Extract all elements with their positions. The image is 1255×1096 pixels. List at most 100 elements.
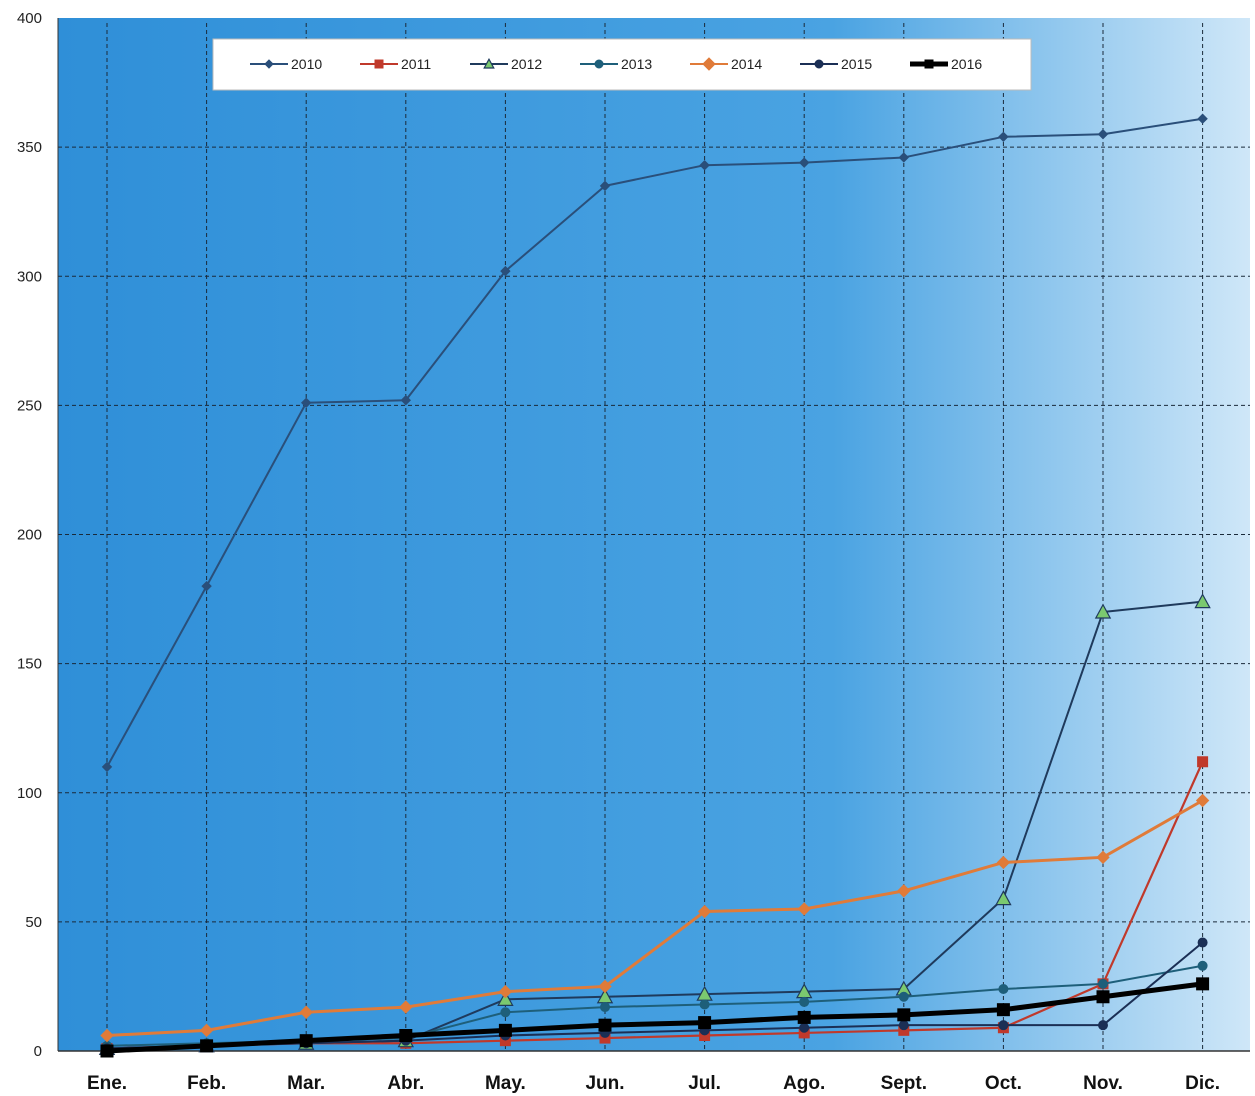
x-axis: Ene. Feb. Mar. Abr. May. Jun. Jul. Ago. Sept. Oct… bbox=[58, 1050, 1250, 1094]
data-point-2014 bbox=[100, 1028, 114, 1043]
y-tick-label: 150 bbox=[17, 656, 42, 673]
x-tick-label: Ene. bbox=[87, 1073, 127, 1094]
data-point-2013 bbox=[600, 1002, 610, 1013]
data-point-2013 bbox=[1098, 978, 1108, 989]
series-2016 bbox=[100, 977, 1210, 1058]
x-tick-label: Ago. bbox=[783, 1073, 825, 1094]
data-point-2013 bbox=[500, 1007, 511, 1018]
data-point-2016 bbox=[698, 1016, 712, 1030]
data-point-2013 bbox=[699, 999, 710, 1010]
data-point-2016 bbox=[299, 1034, 313, 1048]
series-line-2010 bbox=[106, 117, 1203, 768]
data-point-2015 bbox=[998, 1020, 1009, 1031]
data-point-2014 bbox=[1096, 850, 1110, 865]
data-point-2013 bbox=[799, 996, 810, 1007]
data-point-2015 bbox=[1098, 1020, 1108, 1031]
legend-marker bbox=[814, 59, 824, 69]
data-point-2016 bbox=[797, 1010, 811, 1024]
data-point-2016 bbox=[897, 1008, 911, 1022]
data-point-2010 bbox=[599, 180, 611, 192]
legend-label: 2015 bbox=[841, 56, 872, 72]
legend-marker bbox=[483, 57, 495, 69]
data-point-2010 bbox=[1097, 129, 1109, 140]
legend-marker bbox=[374, 59, 384, 69]
data-point-2013 bbox=[998, 984, 1009, 995]
data-point-2010 bbox=[898, 152, 910, 163]
data-point-2016 bbox=[598, 1018, 612, 1032]
data-point-2012 bbox=[995, 890, 1012, 906]
data-point-2010 bbox=[201, 580, 212, 592]
legend-box bbox=[212, 38, 1032, 91]
x-tick-label: Abr. bbox=[387, 1073, 424, 1094]
data-point-2016 bbox=[200, 1039, 214, 1053]
series-lines bbox=[98, 113, 1211, 1058]
legend-label: 2010 bbox=[291, 56, 322, 72]
y-tick-label: 0 bbox=[34, 1043, 42, 1060]
data-point-2013 bbox=[898, 991, 909, 1002]
data-point-2014 bbox=[399, 1000, 413, 1014]
series-line-2014 bbox=[106, 799, 1204, 1038]
data-point-2012 bbox=[497, 990, 514, 1006]
data-point-2016 bbox=[498, 1023, 512, 1037]
data-point-2015 bbox=[799, 1022, 810, 1033]
series-2010 bbox=[101, 113, 1208, 773]
data-point-2016 bbox=[1096, 990, 1110, 1004]
series-line-2016 bbox=[106, 981, 1203, 1054]
legend-marker bbox=[594, 59, 604, 69]
data-point-2014 bbox=[498, 984, 513, 999]
data-point-2014 bbox=[1195, 793, 1210, 808]
x-tick-label: May. bbox=[485, 1073, 526, 1094]
x-tick-label: Feb. bbox=[187, 1073, 226, 1094]
y-tick-label: 250 bbox=[17, 397, 42, 414]
legend-label: 2014 bbox=[731, 56, 762, 72]
y-tick-label: 400 bbox=[17, 10, 42, 27]
legend-label: 2012 bbox=[511, 56, 542, 72]
legend-marker bbox=[924, 59, 934, 69]
data-point-2010 bbox=[998, 131, 1009, 143]
data-point-2014 bbox=[199, 1023, 214, 1038]
data-point-2010 bbox=[101, 761, 113, 773]
data-point-2014 bbox=[897, 884, 911, 898]
data-point-2010 bbox=[500, 265, 511, 277]
data-point-2012 bbox=[1094, 603, 1112, 619]
data-point-2014 bbox=[996, 855, 1011, 870]
grid-lines bbox=[58, 23, 1250, 1051]
data-point-2010 bbox=[798, 157, 810, 168]
data-point-2010 bbox=[1197, 113, 1208, 124]
y-tick-label: 50 bbox=[25, 914, 42, 931]
data-point-2013 bbox=[1197, 960, 1208, 971]
data-point-2016 bbox=[399, 1029, 413, 1043]
x-tick-label: Mar. bbox=[287, 1073, 325, 1094]
series-2014 bbox=[100, 793, 1210, 1043]
data-point-2016 bbox=[1196, 977, 1210, 991]
data-point-2015 bbox=[1197, 937, 1208, 948]
x-tick-label: Jul. bbox=[688, 1073, 721, 1094]
data-point-2016 bbox=[996, 1003, 1010, 1017]
y-axis: 0 50 100 150 200 250 300 350 400 bbox=[17, 10, 59, 1060]
legend: 2010 2011 2012 2013 2014 2015 2016 bbox=[212, 38, 1032, 91]
x-tick-label: Oct. bbox=[985, 1073, 1022, 1094]
data-point-2010 bbox=[400, 395, 412, 406]
y-tick-label: 300 bbox=[17, 268, 42, 285]
x-tick-label: Dic. bbox=[1185, 1073, 1220, 1094]
data-point-2011 bbox=[1197, 756, 1209, 768]
data-point-2014 bbox=[299, 1005, 313, 1019]
data-point-2012 bbox=[1194, 593, 1211, 609]
data-point-2014 bbox=[797, 902, 811, 916]
data-point-2010 bbox=[699, 159, 710, 171]
y-tick-label: 200 bbox=[17, 527, 42, 544]
y-tick-label: 100 bbox=[17, 785, 42, 802]
data-point-2010 bbox=[300, 397, 312, 408]
data-point-2014 bbox=[598, 979, 612, 994]
data-point-2015 bbox=[898, 1020, 909, 1031]
x-tick-label: Nov. bbox=[1083, 1073, 1123, 1094]
legend-marker bbox=[702, 57, 716, 71]
legend-label: 2011 bbox=[401, 56, 431, 72]
legend-label: 2016 bbox=[951, 56, 982, 72]
data-point-2016 bbox=[100, 1044, 114, 1058]
data-point-2014 bbox=[697, 904, 712, 919]
legend-marker bbox=[264, 59, 274, 69]
x-tick-label: Jun. bbox=[585, 1073, 624, 1094]
x-tick-label: Sept. bbox=[881, 1073, 927, 1094]
